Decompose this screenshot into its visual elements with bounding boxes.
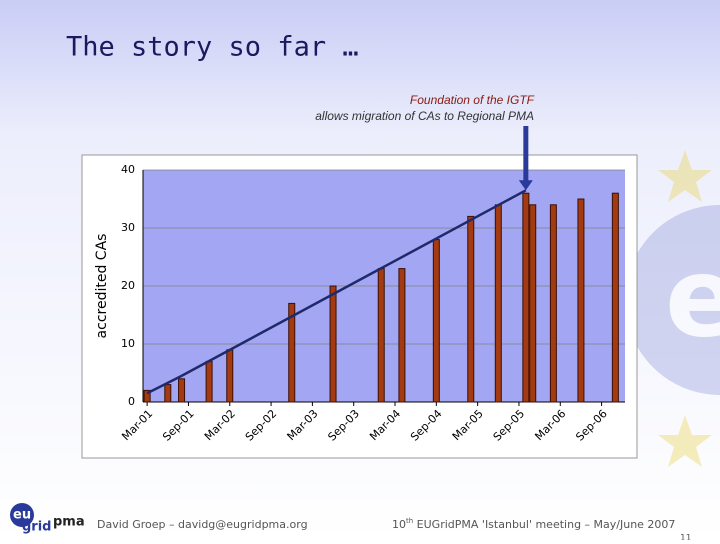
bar — [398, 268, 406, 403]
footer-sup: th — [406, 517, 413, 525]
bar — [164, 384, 172, 403]
svg-text:e: e — [665, 233, 720, 361]
footer-meeting: 10th EUGridPMA 'Istanbul' meeting – May/… — [392, 517, 675, 531]
bar — [467, 215, 475, 403]
bar — [522, 192, 530, 403]
bar — [611, 192, 619, 403]
bar — [549, 204, 557, 403]
bar — [178, 378, 186, 403]
logo-grid: grid — [22, 520, 51, 535]
annotation: Foundation of the IGTF — [410, 93, 535, 107]
y-tick-label: 0 — [128, 395, 135, 408]
y-tick-label: 30 — [121, 221, 135, 234]
page-number: 11 — [680, 534, 691, 541]
trend-line — [146, 189, 527, 395]
logo: eu grid pma — [10, 503, 85, 535]
footer-num: 10 — [392, 518, 406, 531]
bar — [205, 360, 213, 403]
footer-author: David Groep – davidg@eugridpma.org — [97, 518, 308, 531]
bar — [329, 285, 337, 403]
y-tick-label: 20 — [121, 279, 135, 292]
logo-pma: pma — [53, 515, 85, 530]
bar — [432, 239, 440, 403]
bar — [143, 389, 151, 403]
bar — [226, 349, 234, 403]
bar — [529, 204, 537, 403]
y-tick-label: 10 — [121, 337, 135, 350]
bar — [377, 268, 385, 403]
bar — [577, 198, 585, 403]
slide-title: The story so far … — [66, 32, 359, 63]
annotation-arrowhead — [518, 180, 533, 191]
bar — [494, 204, 502, 403]
annotation: allows migration of CAs to Regional PMA — [315, 109, 534, 123]
y-tick-label: 40 — [121, 163, 135, 176]
decoration: e — [625, 150, 720, 467]
y-axis-label: accredited CAs — [94, 234, 110, 339]
bar — [288, 302, 296, 403]
footer-rest: EUGridPMA 'Istanbul' meeting – May/June … — [413, 518, 675, 531]
logo-eu: eu — [13, 508, 31, 523]
